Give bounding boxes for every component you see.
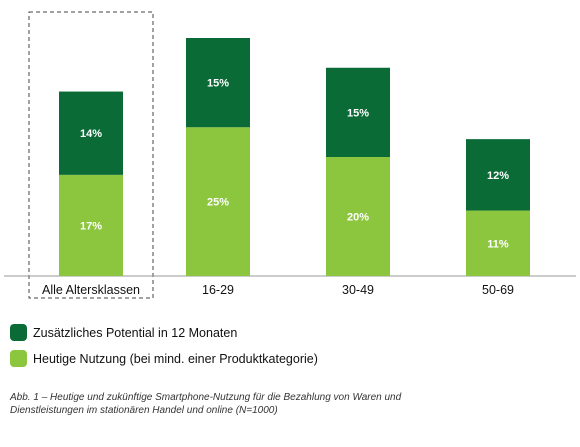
stacked-bar-chart: 17% 14% Alle Altersklassen 25% 15% 16-29 20% 15… bbox=[4, 11, 576, 299]
legend-item-current-usage: Heutige Nutzung (bei mind. einer Produkt… bbox=[10, 350, 318, 367]
data-label-potential-2: 15% bbox=[347, 107, 369, 119]
legend-swatch-current-usage bbox=[10, 350, 27, 367]
legend-swatch-potential bbox=[10, 324, 27, 341]
bar-segment-potential-1 bbox=[186, 38, 250, 128]
data-label-current-3: 11% bbox=[487, 238, 509, 250]
category-label-2: 30-49 bbox=[342, 283, 374, 297]
legend-label-potential: Zusätzliches Potential in 12 Monaten bbox=[33, 325, 238, 340]
figure-caption: Abb. 1 – Heutige und zukünftige Smartpho… bbox=[10, 391, 570, 417]
bar-segment-current-1 bbox=[186, 127, 250, 276]
caption-line-2: Dienstleistungen im stationären Handel u… bbox=[10, 405, 278, 416]
data-label-current-2: 20% bbox=[347, 212, 369, 224]
bar-segment-potential-3 bbox=[466, 139, 530, 211]
bar-segment-current-3 bbox=[466, 210, 530, 276]
category-label-0: Alle Altersklassen bbox=[42, 283, 140, 297]
highlight-box bbox=[28, 11, 154, 299]
bar-segment-current-0 bbox=[59, 174, 123, 276]
bar-segment-current-2 bbox=[326, 157, 390, 276]
category-label-3: 50-69 bbox=[482, 283, 514, 297]
caption-line-1: Abb. 1 – Heutige und zukünftige Smartpho… bbox=[10, 392, 402, 403]
data-label-potential-0: 14% bbox=[80, 128, 102, 140]
data-label-current-1: 25% bbox=[207, 197, 229, 209]
data-label-potential-1: 15% bbox=[207, 78, 229, 90]
data-label-potential-3: 12% bbox=[487, 170, 509, 182]
bar-segment-potential-2 bbox=[326, 67, 390, 157]
legend-item-potential: Zusätzliches Potential in 12 Monaten bbox=[10, 324, 237, 341]
data-label-current-0: 17% bbox=[80, 220, 102, 232]
bar-segment-potential-0 bbox=[59, 91, 123, 175]
category-label-1: 16-29 bbox=[202, 283, 234, 297]
legend-label-current-usage: Heutige Nutzung (bei mind. einer Produkt… bbox=[33, 351, 318, 366]
